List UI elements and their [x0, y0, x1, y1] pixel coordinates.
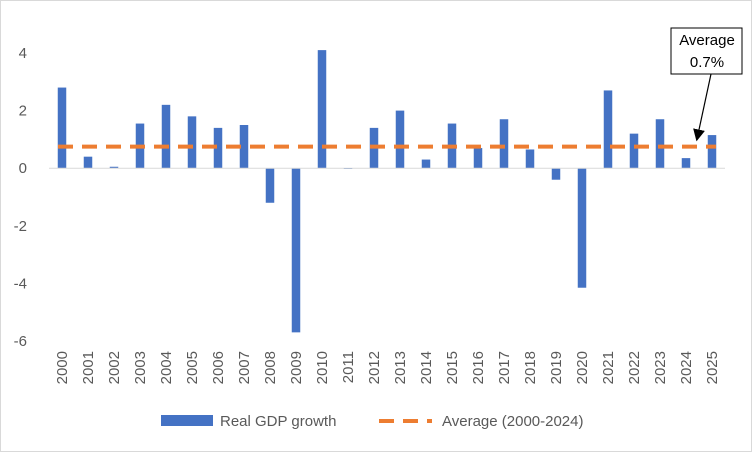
x-tick-label: 2002 — [106, 351, 123, 384]
callout-line-2: 0.7% — [690, 54, 724, 71]
bar-2008 — [265, 168, 275, 203]
bar-2004 — [161, 104, 171, 169]
x-tick-label: 2019 — [548, 351, 565, 384]
x-tick-label: 2022 — [626, 351, 643, 384]
x-tick-label: 2024 — [678, 351, 695, 384]
x-tick-label: 2001 — [80, 351, 97, 384]
y-tick-label: -4 — [14, 275, 27, 292]
bar-2019 — [551, 168, 561, 180]
x-tick-label: 2021 — [600, 351, 617, 384]
x-tick-label: 2023 — [652, 351, 669, 384]
bar-2024 — [681, 158, 691, 169]
callout-annotation: Average 0.7% — [670, 27, 743, 142]
bar-2020 — [577, 168, 587, 288]
bar-2016 — [473, 148, 483, 169]
bar-2002 — [109, 166, 119, 169]
x-tick-label: 2020 — [574, 351, 591, 384]
legend-label-average: Average (2000-2024) — [442, 413, 584, 430]
x-tick-label: 2015 — [444, 351, 461, 384]
bar-2022 — [629, 133, 639, 169]
x-tick-label: 2014 — [418, 351, 435, 384]
x-tick-label: 2003 — [132, 351, 149, 384]
legend-swatch-bars — [161, 415, 213, 426]
bar-2005 — [187, 116, 197, 169]
bar-2010 — [317, 50, 327, 169]
bar-2013 — [395, 110, 405, 169]
bar-2006 — [213, 127, 223, 169]
bar-2014 — [421, 159, 431, 169]
legend-label-bars: Real GDP growth — [220, 413, 336, 430]
x-tick-label: 2025 — [704, 351, 721, 384]
y-tick-label: 2 — [19, 103, 27, 120]
x-tick-label: 2000 — [54, 351, 71, 384]
bar-2021 — [603, 90, 613, 169]
x-tick-label: 2006 — [210, 351, 227, 384]
x-tick-label: 2017 — [496, 351, 513, 384]
x-tick-label: 2012 — [366, 351, 383, 384]
bar-2000 — [57, 87, 67, 169]
bar-2017 — [499, 119, 509, 169]
bar-2007 — [239, 125, 249, 169]
x-tick-label: 2007 — [236, 351, 253, 384]
bar-series — [57, 50, 717, 333]
x-tick-label: 2004 — [158, 351, 175, 384]
bar-2023 — [655, 119, 665, 169]
y-tick-label: -6 — [14, 333, 27, 350]
x-tick-label: 2008 — [262, 351, 279, 384]
x-tick-label: 2011 — [340, 351, 357, 383]
y-tick-label: 4 — [19, 45, 27, 62]
legend: Real GDP growth Average (2000-2024) — [161, 413, 584, 430]
x-tick-label: 2013 — [392, 351, 409, 384]
bar-2025 — [707, 135, 717, 169]
bar-2001 — [83, 156, 93, 169]
y-axis-tick-labels: 4 2 0 -2 -4 -6 — [14, 45, 27, 350]
bar-2009 — [291, 168, 301, 333]
x-axis-tick-labels: 2000 2001 2002 2003 2004 2005 2006 2007 2008 2009… — [54, 351, 721, 384]
x-tick-label: 2009 — [288, 351, 305, 384]
bar-2018 — [525, 149, 535, 169]
x-tick-label: 2016 — [470, 351, 487, 384]
x-tick-label: 2018 — [522, 351, 539, 384]
y-tick-label: 0 — [19, 160, 27, 177]
callout-arrow — [693, 73, 712, 142]
x-tick-label: 2010 — [314, 351, 331, 384]
callout-line-1: Average — [679, 32, 735, 49]
x-tick-label: 2005 — [184, 351, 201, 384]
callout-box — [670, 27, 743, 75]
y-tick-label: -2 — [14, 218, 27, 235]
